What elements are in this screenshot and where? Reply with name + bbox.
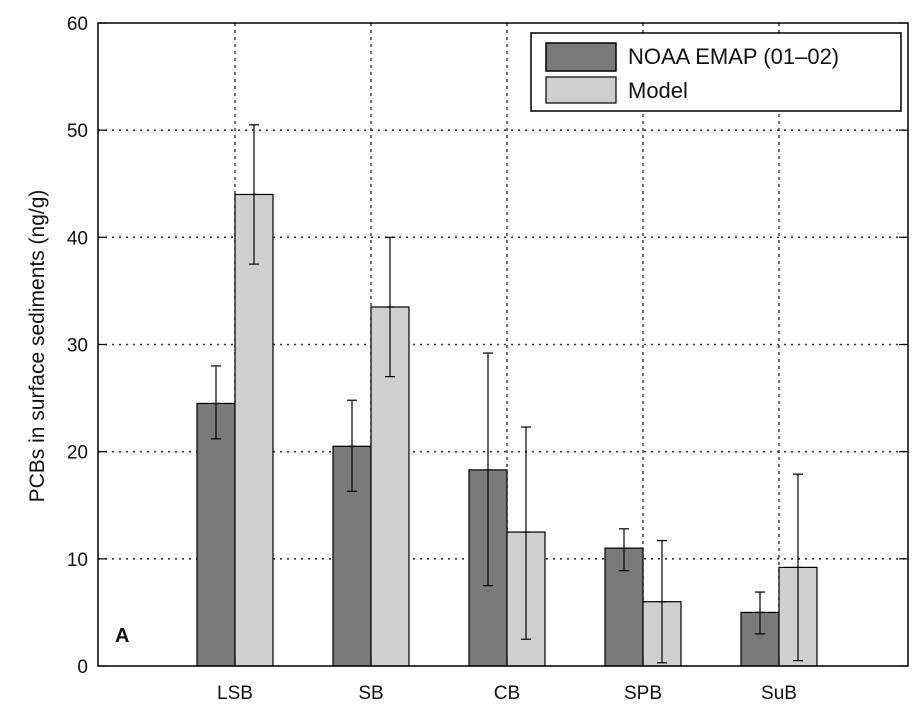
y-axis-title: PCBs in surface sediments (ng/g) <box>26 190 49 503</box>
x-axis: LSB SB CB SPB SuB <box>217 657 797 704</box>
legend-swatch-noaa <box>545 42 617 72</box>
x-tick-label: CB <box>494 683 520 704</box>
legend-label-model: Model <box>628 78 688 103</box>
legend-label-noaa: NOAA EMAP (01–02) <box>628 44 839 69</box>
y-tick-label: 50 <box>67 121 88 142</box>
y-tick-label: 60 <box>67 14 88 35</box>
error-bars-group <box>211 124 803 664</box>
x-tick-label: LSB <box>217 683 253 704</box>
bar-model-lsb <box>234 193 274 667</box>
legend-swatch-model <box>545 76 617 104</box>
x-tick-label: SB <box>358 683 383 704</box>
y-tick-label: 40 <box>67 228 88 249</box>
y-axis: 0 10 20 30 40 50 60 <box>67 14 908 678</box>
x-tick-label: SPB <box>624 683 662 704</box>
legend: NOAA EMAP (01–02) Model <box>530 32 902 112</box>
y-tick-label: 10 <box>67 550 88 571</box>
y-tick-label: 0 <box>77 657 88 678</box>
y-tick-label: 30 <box>67 336 88 357</box>
y-tick-label: 20 <box>67 443 88 464</box>
bar-noaa-lsb <box>196 402 236 667</box>
panel-label: A <box>115 625 129 647</box>
x-tick-label: SuB <box>761 683 797 704</box>
